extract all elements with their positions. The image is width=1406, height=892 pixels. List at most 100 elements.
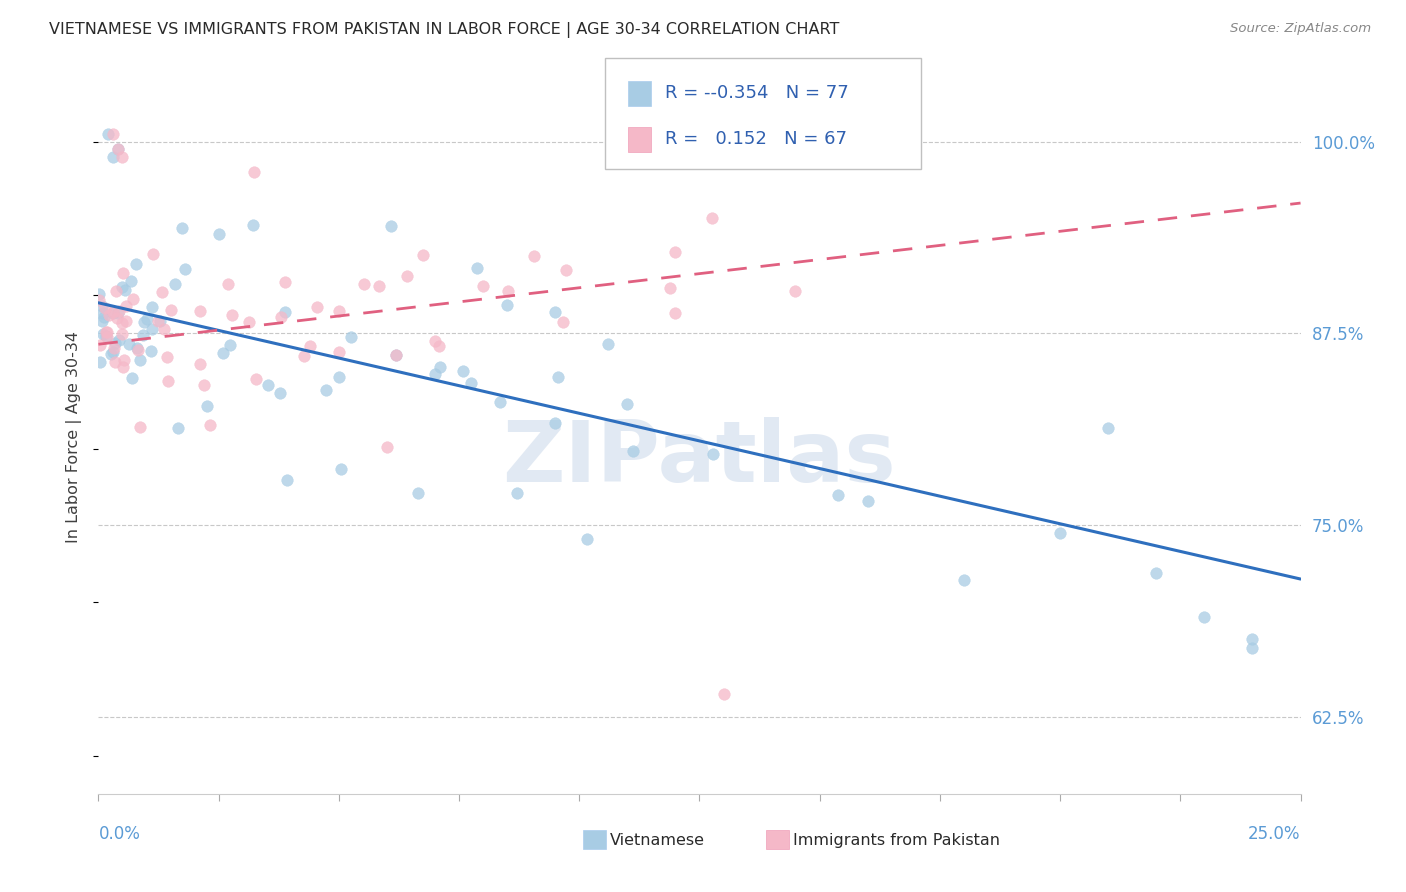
Point: [506, 485, 529, 500]
Point: [94, 325, 117, 339]
Point: [115, 299, 138, 313]
Point: [101, 344, 124, 359]
Point: [103, 342, 125, 356]
Point: [167, 421, 190, 435]
Point: [159, 302, 181, 317]
Point: [96, 325, 118, 339]
Point: [375, 440, 398, 454]
Point: [256, 377, 278, 392]
Point: [172, 221, 194, 235]
Point: [489, 395, 512, 409]
Point: [273, 304, 295, 318]
Point: [136, 311, 159, 326]
Point: [91, 299, 114, 313]
Point: [659, 280, 682, 294]
Point: [108, 304, 131, 318]
Point: [163, 277, 186, 291]
Point: [219, 338, 242, 352]
Point: [1144, 566, 1167, 581]
Point: [142, 247, 165, 261]
Point: [700, 211, 723, 225]
Point: [339, 329, 361, 343]
Point: [423, 334, 446, 349]
Point: [598, 337, 620, 351]
Point: [114, 313, 136, 327]
Point: [107, 142, 129, 156]
Point: [276, 473, 298, 487]
Point: [155, 350, 177, 364]
Point: [174, 261, 197, 276]
Point: [292, 349, 315, 363]
Point: [353, 277, 375, 291]
Point: [157, 374, 180, 388]
Point: [129, 353, 152, 368]
Point: [188, 357, 211, 371]
Point: [91, 306, 114, 320]
Point: [217, 277, 239, 292]
Point: [664, 245, 686, 260]
Point: [91, 314, 114, 328]
Point: [243, 165, 266, 179]
Point: [953, 573, 976, 587]
Point: [111, 150, 134, 164]
Point: [101, 127, 124, 141]
Text: ZIPatlas: ZIPatlas: [502, 417, 897, 500]
Point: [98, 308, 121, 322]
Text: 25.0%: 25.0%: [1249, 825, 1301, 843]
Y-axis label: In Labor Force | Age 30-34: In Labor Force | Age 30-34: [66, 331, 83, 543]
Point: [429, 359, 451, 374]
Point: [664, 305, 686, 319]
Point: [713, 687, 735, 701]
Point: [97, 127, 120, 141]
Point: [385, 347, 408, 361]
Point: [87, 286, 110, 301]
Point: [621, 443, 644, 458]
Point: [547, 370, 569, 384]
Point: [208, 227, 231, 242]
Point: [107, 142, 129, 156]
Point: [153, 322, 176, 336]
Point: [245, 372, 267, 386]
Point: [496, 298, 519, 312]
Text: Source: ZipAtlas.com: Source: ZipAtlas.com: [1230, 22, 1371, 36]
Point: [118, 337, 141, 351]
Point: [783, 284, 806, 298]
Point: [298, 339, 321, 353]
Point: [111, 316, 134, 330]
Point: [616, 397, 638, 411]
Point: [107, 306, 129, 320]
Point: [112, 353, 135, 368]
Point: [121, 371, 143, 385]
Point: [238, 315, 260, 329]
Point: [423, 367, 446, 381]
Point: [551, 315, 574, 329]
Point: [544, 416, 567, 430]
Point: [101, 306, 124, 320]
Text: Vietnamese: Vietnamese: [610, 833, 706, 847]
Text: VIETNAMESE VS IMMIGRANTS FROM PAKISTAN IN LABOR FORCE | AGE 30-34 CORRELATION CH: VIETNAMESE VS IMMIGRANTS FROM PAKISTAN I…: [49, 22, 839, 38]
Point: [329, 462, 352, 476]
Point: [128, 420, 150, 434]
Point: [270, 310, 292, 324]
Point: [104, 285, 127, 299]
Point: [89, 355, 111, 369]
Point: [141, 321, 163, 335]
Point: [496, 284, 519, 298]
Point: [198, 417, 221, 432]
Point: [212, 346, 235, 360]
Point: [460, 376, 482, 390]
Point: [111, 279, 134, 293]
Point: [328, 304, 350, 318]
Point: [1241, 632, 1264, 646]
Point: [93, 301, 115, 315]
Point: [94, 328, 117, 343]
Point: [101, 305, 124, 319]
Point: [315, 383, 337, 397]
Point: [125, 341, 148, 355]
Point: [96, 330, 118, 344]
Point: [576, 533, 599, 547]
Point: [148, 314, 170, 328]
Point: [406, 486, 429, 500]
Point: [856, 494, 879, 508]
Point: [101, 150, 124, 164]
